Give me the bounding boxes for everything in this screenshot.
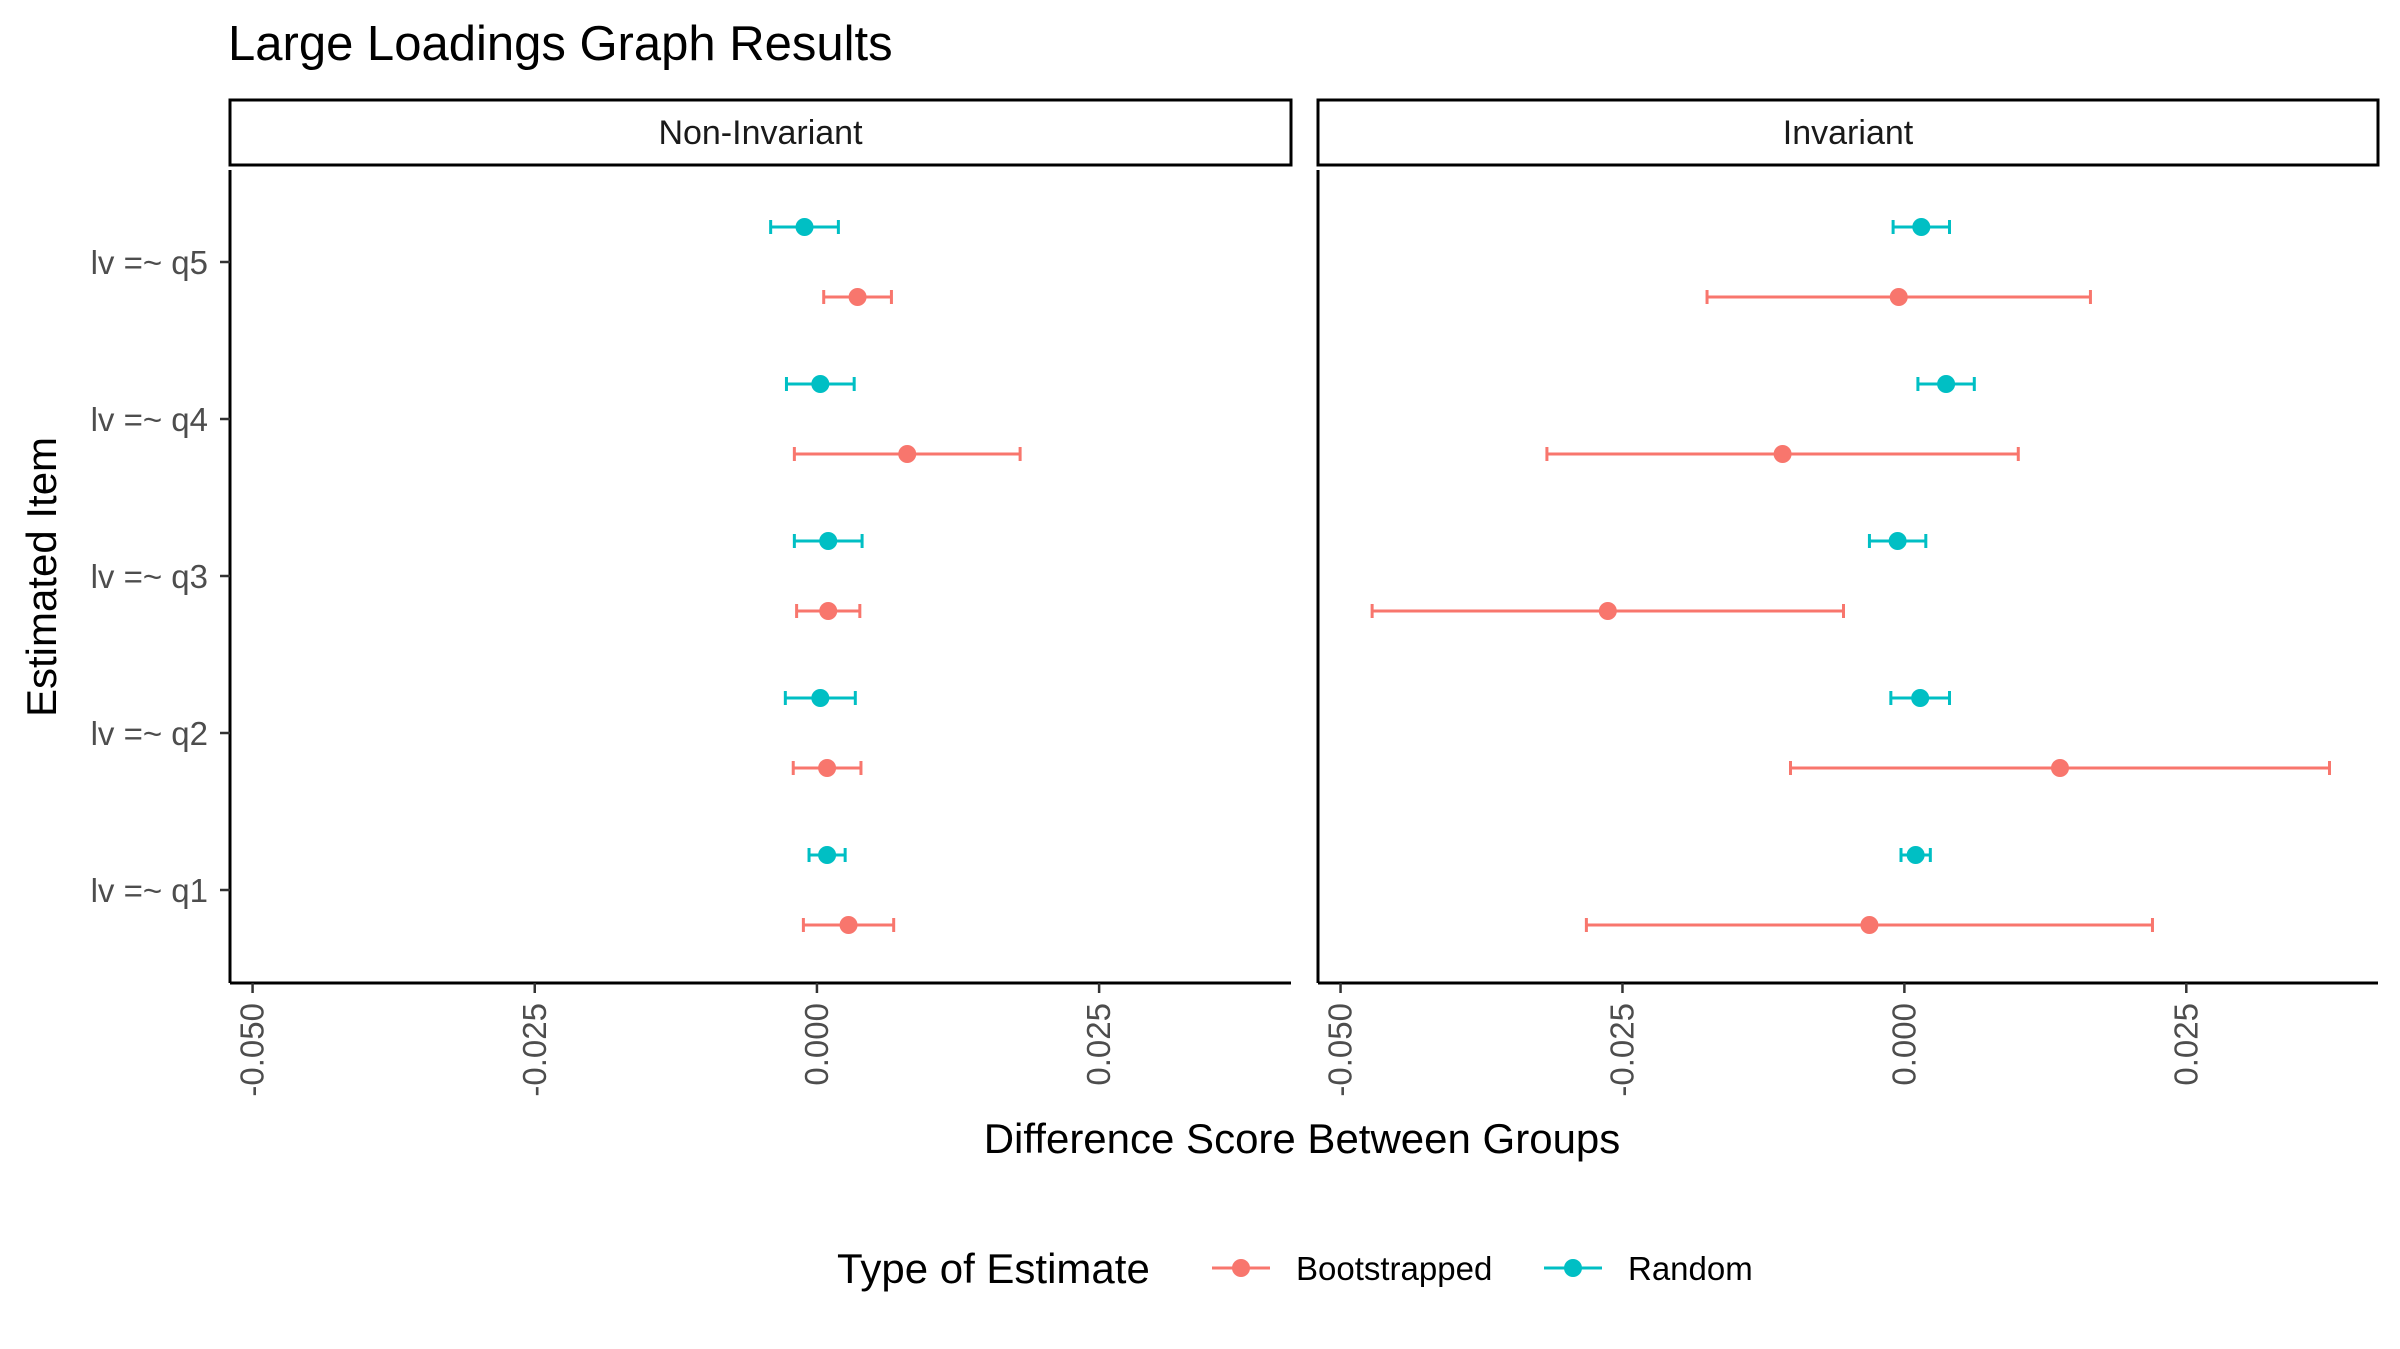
strip-label: Non-Invariant bbox=[658, 114, 863, 152]
legend: Type of Estimate Bootstrapped Random bbox=[837, 1245, 1753, 1292]
point-estimate bbox=[819, 532, 838, 550]
point-estimate bbox=[1773, 445, 1792, 463]
legend-entry-bootstrapped: Bootstrapped bbox=[1212, 1250, 1492, 1287]
x-tick-label: 0.025 bbox=[1080, 1003, 1117, 1086]
panel-non-invariant: Non-Invariant -0.050 -0.025 0.000 0.025 bbox=[228, 98, 1293, 1097]
point-estimate bbox=[1937, 375, 1956, 393]
point-estimate bbox=[1598, 602, 1617, 620]
point-estimate bbox=[795, 218, 814, 236]
point-estimate bbox=[811, 689, 830, 707]
point-estimate bbox=[1906, 846, 1925, 864]
y-tick-label: lv =~ q5 bbox=[91, 244, 208, 281]
y-axis-ticks: lv =~ q1 lv =~ q2 lv =~ q3 lv =~ q4 lv =~ q5 bbox=[91, 244, 230, 909]
estimate-random-lv-q4 bbox=[1916, 375, 1976, 393]
estimate-bootstrapped-lv-q2 bbox=[1788, 759, 2332, 777]
estimate-random-lv-q3 bbox=[792, 532, 864, 550]
series-bootstrapped bbox=[1370, 288, 2332, 934]
strip-box bbox=[1316, 98, 2380, 167]
point-estimate bbox=[1889, 288, 1908, 306]
series-bootstrapped bbox=[791, 288, 1022, 934]
estimate-bootstrapped-lv-q1 bbox=[1584, 916, 2154, 934]
panel-invariant: Invariant -0.050 -0.025 0.000 0.025 bbox=[1316, 98, 2380, 1097]
y-tick-label: lv =~ q3 bbox=[91, 558, 208, 595]
estimate-bootstrapped-lv-q4 bbox=[1545, 445, 2020, 463]
x-axis-title: Difference Score Between Groups bbox=[984, 1115, 1621, 1162]
estimate-random-lv-q5 bbox=[1891, 218, 1951, 236]
legend-label: Bootstrapped bbox=[1296, 1250, 1492, 1287]
strip-box bbox=[228, 98, 1293, 167]
series-random bbox=[1867, 218, 1976, 864]
facet-panels: Non-Invariant-0.050 -0.025 0.000 0.025Invar… bbox=[228, 98, 2380, 1097]
x-tick-label: -0.025 bbox=[516, 1003, 553, 1097]
point-estimate bbox=[811, 375, 830, 393]
y-tick-label: lv =~ q4 bbox=[91, 401, 208, 438]
point-estimate bbox=[818, 759, 837, 777]
estimate-random-lv-q1 bbox=[807, 846, 847, 864]
x-tick-label: -0.025 bbox=[1603, 1003, 1640, 1097]
estimate-bootstrapped-lv-q4 bbox=[792, 445, 1022, 463]
legend-label: Random bbox=[1628, 1250, 1753, 1287]
point-estimate bbox=[1912, 218, 1931, 236]
estimate-random-lv-q5 bbox=[769, 218, 840, 236]
legend-key-point bbox=[1232, 1259, 1250, 1277]
legend-entry-random: Random bbox=[1544, 1250, 1753, 1287]
estimate-random-lv-q2 bbox=[1889, 689, 1951, 707]
x-tick-label: 0.025 bbox=[2167, 1003, 2204, 1086]
y-tick-label: lv =~ q1 bbox=[91, 872, 208, 909]
point-estimate bbox=[1860, 916, 1879, 934]
estimate-random-lv-q2 bbox=[783, 689, 857, 707]
point-estimate bbox=[2051, 759, 2069, 777]
x-tick-label: 0.000 bbox=[1885, 1003, 1922, 1086]
estimate-random-lv-q4 bbox=[784, 375, 856, 393]
estimate-bootstrapped-lv-q1 bbox=[801, 916, 896, 934]
point-estimate bbox=[818, 846, 837, 864]
estimate-bootstrapped-lv-q5 bbox=[822, 288, 893, 306]
x-tick-label: -0.050 bbox=[1322, 1003, 1359, 1097]
point-estimate bbox=[839, 916, 858, 934]
estimate-bootstrapped-lv-q5 bbox=[1705, 288, 2092, 306]
y-axis-title: Estimated Item bbox=[18, 437, 65, 717]
point-estimate bbox=[1911, 689, 1930, 707]
legend-key-point bbox=[1564, 1259, 1582, 1277]
point-estimate bbox=[1888, 532, 1907, 550]
point-estimate bbox=[848, 288, 867, 306]
x-tick-label: 0.000 bbox=[798, 1003, 835, 1086]
estimate-bootstrapped-lv-q2 bbox=[791, 759, 863, 777]
estimate-bootstrapped-lv-q3 bbox=[1370, 602, 1845, 620]
estimate-bootstrapped-lv-q3 bbox=[795, 602, 862, 620]
point-estimate bbox=[898, 445, 917, 463]
series-random bbox=[769, 218, 864, 864]
estimate-random-lv-q1 bbox=[1899, 846, 1932, 864]
point-estimate bbox=[819, 602, 838, 620]
x-tick-label: -0.050 bbox=[234, 1003, 271, 1097]
y-tick-label: lv =~ q2 bbox=[91, 715, 208, 752]
estimate-random-lv-q3 bbox=[1867, 532, 1928, 550]
strip-label: Invariant bbox=[1783, 114, 1914, 152]
chart-title: Large Loadings Graph Results bbox=[228, 17, 893, 71]
legend-title: Type of Estimate bbox=[837, 1245, 1150, 1292]
